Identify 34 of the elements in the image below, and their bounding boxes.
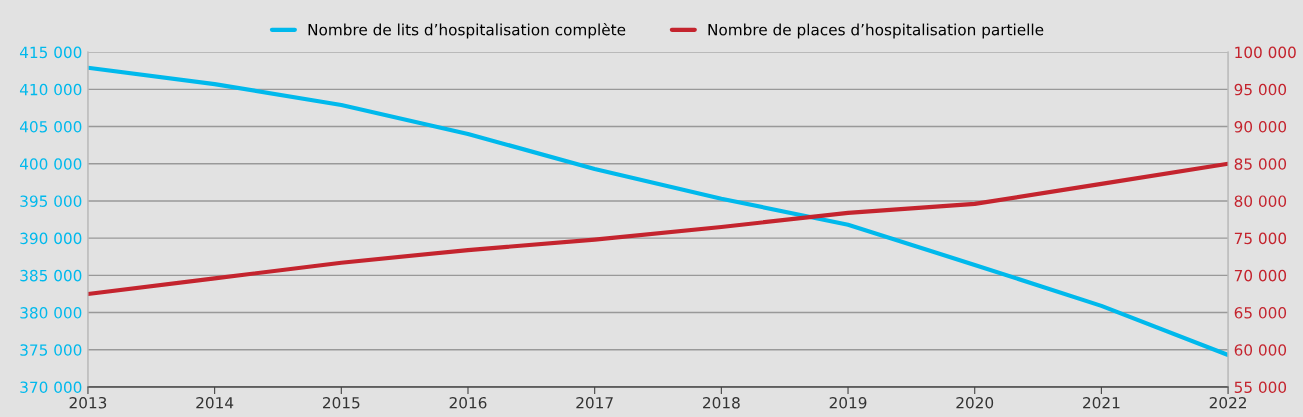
y2-tick-label: 70 000 bbox=[1234, 269, 1287, 282]
x-tick-label: 2019 bbox=[829, 396, 867, 409]
x-tick-label: 2017 bbox=[576, 396, 613, 409]
y2-tick-label: 60 000 bbox=[1234, 344, 1287, 356]
y-tick-label: 410 000 bbox=[19, 83, 82, 96]
y-tick-label: 375 000 bbox=[20, 344, 82, 356]
line-series bbox=[87, 161, 1229, 297]
y-tick-label: 395 000 bbox=[20, 195, 82, 207]
y-tick-label: 405 000 bbox=[19, 121, 82, 133]
y2-tick-label: 55 000 bbox=[1234, 381, 1287, 393]
line-series bbox=[87, 65, 1229, 358]
y-tick-label: 385 000 bbox=[20, 269, 82, 282]
y-tick-label: 400 000 bbox=[19, 158, 82, 170]
y-tick-label: 390 000 bbox=[20, 232, 82, 245]
x-tick-label: 2014 bbox=[196, 396, 234, 409]
y-tick-label: 415 000 bbox=[19, 46, 82, 59]
x-tick-label: 2021 bbox=[1083, 396, 1120, 409]
x-tick-label: 2016 bbox=[449, 396, 487, 409]
x-tick-label: 2020 bbox=[956, 396, 994, 409]
x-tick-label: 2015 bbox=[322, 396, 360, 409]
legend-label: Nombre de lits d’hospitalisation complète bbox=[308, 22, 626, 39]
y2-tick-label: 65 000 bbox=[1234, 307, 1287, 319]
x-tick-label: 2013 bbox=[69, 396, 107, 409]
y2-tick-label: 90 000 bbox=[1234, 121, 1287, 133]
y-tick-label: 370 000 bbox=[20, 381, 82, 393]
x-tick-label: 2022 bbox=[1209, 396, 1246, 409]
y2-tick-label: 95 000 bbox=[1234, 83, 1287, 96]
legend-label: Nombre de places d’hospitalisation partielle bbox=[708, 23, 1044, 39]
y2-tick-label: 80 000 bbox=[1234, 195, 1287, 207]
y-tick-label: 380 000 bbox=[20, 307, 82, 319]
y2-tick-label: 75 000 bbox=[1234, 232, 1287, 245]
x-tick-label: 2018 bbox=[703, 396, 740, 409]
y2-tick-label: 100 000 bbox=[1235, 46, 1296, 59]
y2-tick-label: 85 000 bbox=[1234, 158, 1287, 170]
